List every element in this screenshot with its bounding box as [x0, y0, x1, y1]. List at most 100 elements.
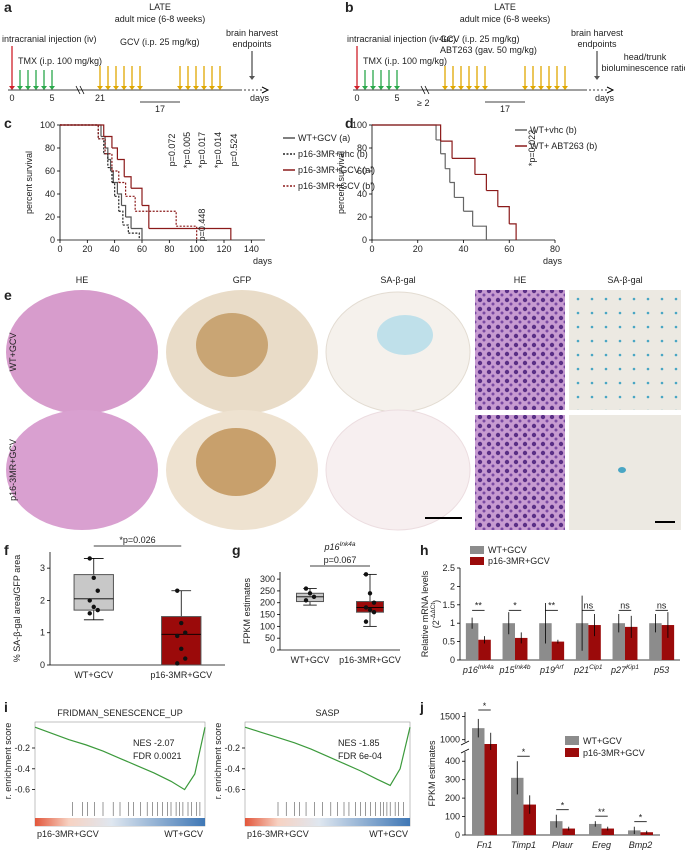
column-title: SA-β-gal [380, 275, 415, 285]
point [87, 556, 92, 561]
y-tick-label: 20 [45, 212, 55, 222]
point [307, 591, 313, 596]
gcv-arrow-head [105, 86, 111, 90]
y-tick-label: -0.6 [224, 785, 240, 795]
x-tick-label: 20 [82, 244, 92, 254]
survival-step [176, 225, 198, 240]
fdr-label: FDR 0.0021 [133, 751, 182, 761]
timeline-title: LATE [149, 2, 171, 12]
legend-swatch [470, 546, 484, 554]
x-tick-label: p16-3MR+GCV [150, 670, 212, 680]
point [367, 591, 373, 596]
gcv-arrow-head [185, 86, 191, 90]
timeline-tick: 0 [9, 93, 14, 103]
group-label: WT+GCV [164, 829, 203, 839]
y-tick-label: 2 [40, 595, 45, 605]
survival-step [125, 195, 136, 212]
survival-step [142, 204, 150, 229]
gcv-label: GCV (i.p. 25 mg/kg) [120, 37, 200, 47]
harvest-arrow-head [594, 76, 600, 80]
point [363, 572, 369, 577]
x-tick-label: 60 [137, 244, 147, 254]
x-tick-label: Fn1 [477, 840, 493, 850]
plot-frame [244, 721, 411, 827]
tmx-label: TMX (i.p. 100 mg/kg) [18, 56, 102, 66]
point [371, 600, 377, 605]
x-tick-label: 40 [110, 244, 120, 254]
harvest-arrow-head [249, 76, 255, 80]
point [175, 661, 180, 666]
gcv-arrow-head [121, 86, 127, 90]
label-sup: Arf [554, 664, 565, 671]
tmx-label: TMX (i.p. 100 mg/kg) [363, 56, 447, 66]
point [91, 604, 96, 610]
legend-label: WT+GCV [488, 545, 527, 555]
label-base: p16 [324, 542, 340, 552]
timeline-unit: days [250, 93, 270, 103]
survival-step [107, 166, 113, 183]
bar [484, 744, 497, 835]
p-value: p=0.524 [229, 134, 239, 167]
legend-label: p16-3MR+vhc (b) [298, 149, 368, 159]
point [95, 607, 100, 613]
tmx-arrow-head [41, 86, 47, 90]
rank-bar [245, 818, 410, 826]
group-label: p16-3MR+GCV [247, 829, 309, 839]
tmx-arrow-head [378, 86, 384, 90]
x-tick-label: Timp1 [511, 840, 536, 850]
survival-step [131, 227, 143, 240]
point [311, 594, 317, 600]
label-sup: Ink4a [340, 541, 356, 548]
bar [612, 623, 625, 660]
x-axis-label: days [253, 256, 273, 266]
y-tick-label: -0.4 [224, 764, 240, 774]
timeline-subtitle: adult mice (6-8 weeks) [115, 14, 206, 24]
survival-step [372, 124, 442, 142]
gcv-arrow-head [482, 86, 488, 90]
label-base: p21 [573, 665, 589, 675]
gap-label: ≥ 2 [417, 98, 429, 108]
survival-step [98, 138, 105, 154]
survival-step [114, 195, 120, 212]
y-tick-label: 100 [260, 621, 275, 631]
tmx-arrow-head [17, 86, 23, 90]
label-sup: Kip1 [626, 664, 639, 671]
y-tick-label: 20 [357, 212, 367, 222]
survival-step [117, 158, 125, 177]
y-tick-label: -0.4 [14, 764, 30, 774]
survival-step [463, 210, 474, 227]
label-base: p16 [462, 665, 478, 675]
panel-label: a [4, 0, 12, 15]
x-tick-label: 80 [550, 244, 560, 254]
injection-arrow-head [9, 86, 15, 90]
sa-section [325, 409, 471, 531]
bar [523, 804, 536, 835]
he-section [6, 290, 158, 414]
p-value: p=0.448 [197, 209, 207, 242]
x-tick-label: p16-3MR+GCV [339, 655, 401, 665]
gcv-arrow-head [458, 86, 464, 90]
gcv-arrow-head [562, 86, 568, 90]
p-value: *p=0.022 [527, 130, 537, 166]
survival-step [107, 158, 112, 171]
y-tick-label: 150 [260, 610, 275, 620]
significance: ns [657, 600, 667, 610]
axis-break [79, 85, 85, 95]
panel-label: j [419, 699, 424, 715]
y-axis-label: (2-ΔΔCt) [430, 600, 441, 628]
legend-label: WT+vhc (b) [530, 125, 577, 135]
gcv-arrow-head [474, 86, 480, 90]
gcv-arrow-head [97, 86, 103, 90]
harvest-label: brain harvest [571, 28, 624, 38]
y-tick-label: 250 [260, 586, 275, 596]
point [367, 607, 373, 613]
survival-step [454, 196, 465, 212]
chart-title: FRIDMAN_SENESCENCE_UP [57, 708, 183, 718]
x-tick-label: 80 [164, 244, 174, 254]
ratio-label: bioluminescence ratio [601, 63, 685, 73]
sa-micrograph [569, 415, 681, 530]
y-tick-label: 2 [450, 581, 455, 591]
point [87, 611, 92, 616]
harvest-label: brain harvest [226, 28, 279, 38]
